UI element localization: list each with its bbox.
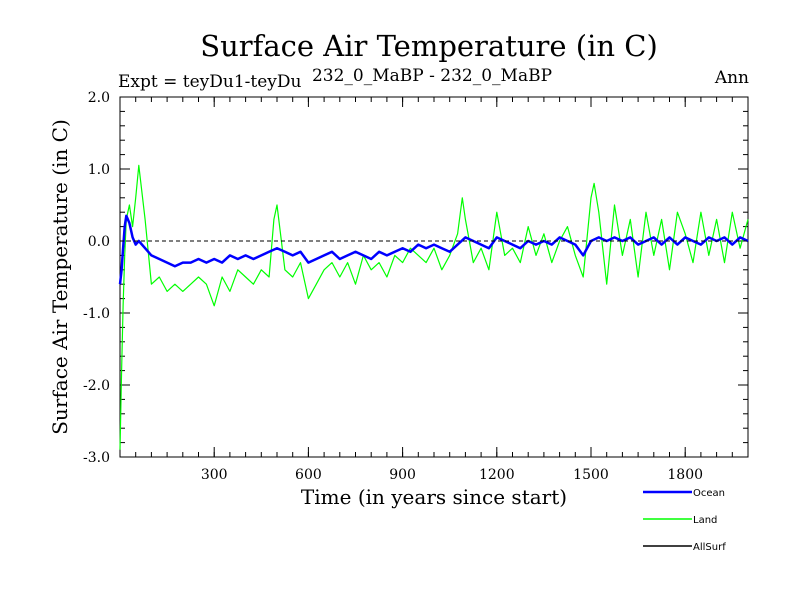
x-tick-label: 600 (295, 467, 322, 483)
legend-label-land: Land (693, 515, 717, 526)
experiment-label: Expt = teyDu1-teyDu (118, 72, 302, 92)
legend-label-ocean: Ocean (693, 488, 725, 499)
period-label: 232_0_MaBP - 232_0_MaBP (312, 66, 552, 86)
y-tick-label: -1.0 (83, 306, 110, 322)
y-tick-label: -3.0 (83, 450, 110, 466)
series-lines (118, 164, 749, 450)
y-tick-label: 2.0 (88, 90, 110, 106)
y-axis-label: Surface Air Temperature (in C) (48, 119, 72, 435)
plot-frame (119, 96, 749, 458)
axis-ticks (120, 96, 748, 458)
legend-label-allsurf: AllSurf (693, 542, 726, 553)
y-tick-label: 0.0 (88, 234, 110, 250)
y-tick-label: -2.0 (83, 378, 110, 394)
series-line-land (119, 164, 749, 450)
x-tick-label: 300 (201, 467, 228, 483)
season-label: Ann (714, 68, 749, 88)
legend: Ocean Land AllSurf (643, 488, 726, 553)
x-tick-label: 1500 (573, 467, 609, 483)
x-axis-label: Time (in years since start) (301, 485, 567, 509)
y-tick-label: 1.0 (88, 162, 110, 178)
x-tick-label: 1200 (479, 467, 515, 483)
x-tick-label: 900 (389, 467, 416, 483)
x-tick-label: 1800 (667, 467, 703, 483)
axis-tick-labels: 2.0 1.0 0.0 -1.0 -2.0 -3.0 300 600 900 1200 1500 18… (83, 90, 703, 483)
series-line-ocean (118, 214, 749, 285)
chart-title: Surface Air Temperature (in C) (200, 29, 658, 63)
